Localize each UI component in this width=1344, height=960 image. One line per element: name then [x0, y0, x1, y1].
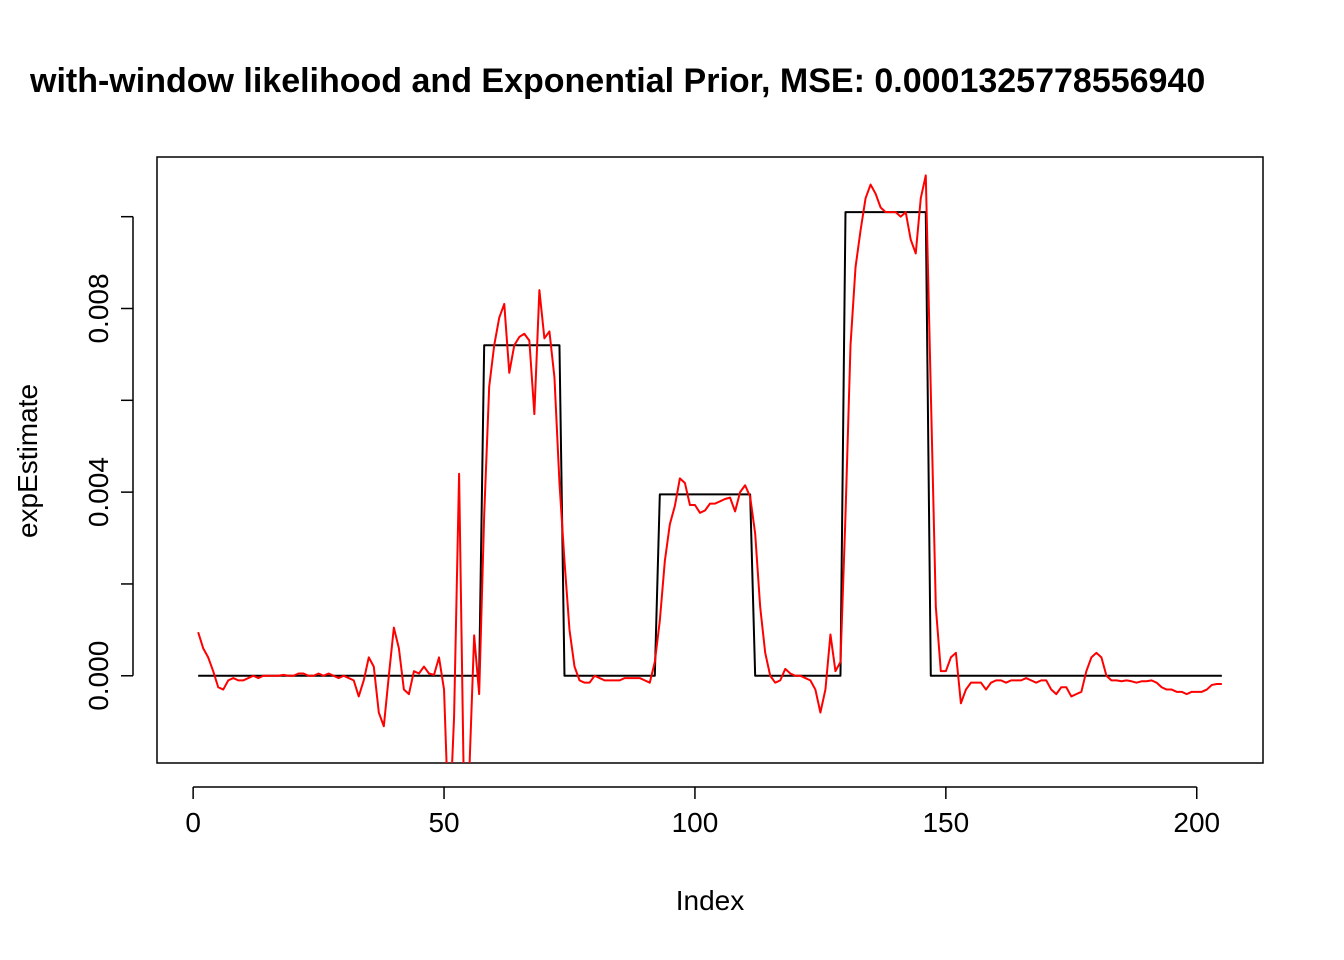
plot-area-frame	[156, 156, 1264, 764]
chart-title: with-window likelihood and Exponential P…	[29, 62, 1205, 100]
x-tick-label: 100	[672, 807, 719, 838]
y-tick-label: 0.008	[83, 273, 114, 343]
y-axis-label: expEstimate	[12, 384, 43, 538]
y-tick-label: 0.000	[83, 641, 114, 711]
y-axis: 0.000 0.004 0.008	[83, 215, 134, 711]
x-tick-label: 150	[922, 807, 969, 838]
x-axis-label: Index	[676, 885, 745, 916]
y-tick-label: 0.004	[83, 457, 114, 527]
estimate-line	[197, 174, 1222, 763]
x-tick-label: 200	[1173, 807, 1220, 838]
series-layer	[197, 174, 1222, 763]
true-signal-step-line	[198, 211, 1222, 677]
x-axis: 0 50 100 150 200	[185, 786, 1220, 838]
x-tick-label: 0	[185, 807, 201, 838]
x-tick-label: 50	[428, 807, 459, 838]
